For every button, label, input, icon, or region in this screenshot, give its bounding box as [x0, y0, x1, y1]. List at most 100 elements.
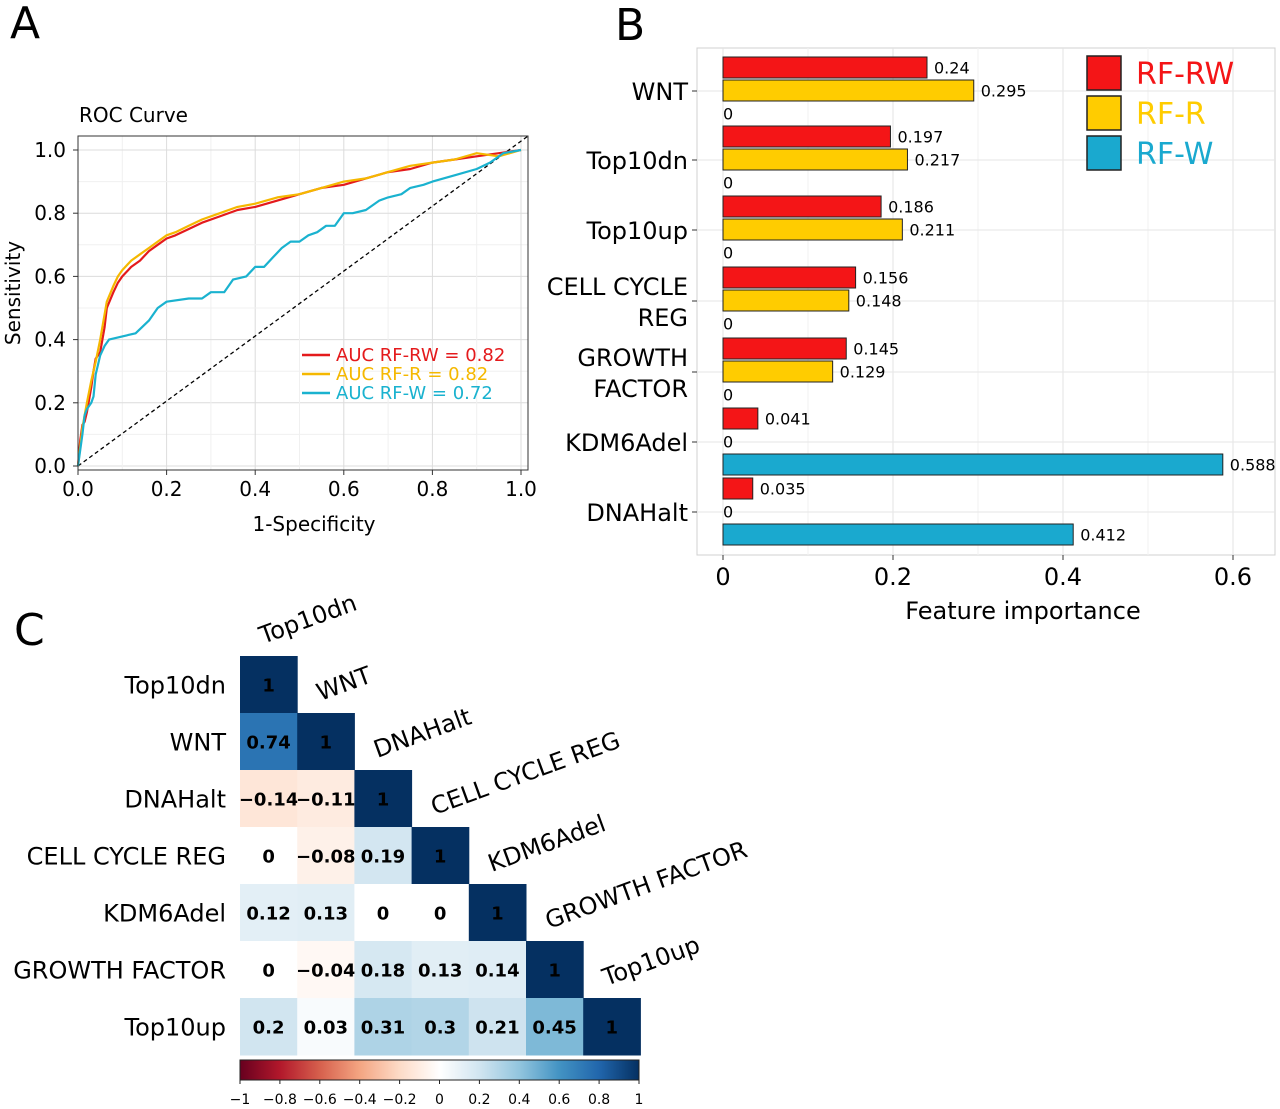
heatmap-cell — [526, 941, 584, 999]
fi-bar-value-label: 0.588 — [1230, 456, 1276, 475]
colorbar — [239, 1059, 640, 1081]
fi-bar-value-label: 0.145 — [853, 340, 899, 359]
heatmap-cell-value: 0.74 — [246, 733, 290, 754]
heatmap-cell — [468, 941, 527, 999]
heatmap-column-label: Top10dn — [255, 589, 361, 650]
roc-y-tick-label: 1.0 — [34, 138, 66, 162]
heatmap-cell — [240, 770, 298, 828]
fi-bar-value-label: 0 — [723, 244, 733, 263]
heatmap-cell-value: 1 — [434, 847, 447, 868]
fi-legend-swatch — [1086, 95, 1122, 131]
heatmap-cell-value: 1 — [548, 961, 561, 982]
heatmap-column-label: Top10up — [598, 931, 704, 992]
heatmap-column-label: CELL CYCLE REG — [427, 726, 624, 820]
heatmap-row-label: GROWTH FACTOR — [13, 957, 226, 985]
fi-x-tick-label: 0.4 — [1044, 563, 1082, 591]
roc-y-tick-label: 0.8 — [34, 201, 66, 225]
fi-category-label: DNAHalt — [586, 499, 688, 527]
roc-y-tick-label: 0.6 — [34, 264, 66, 288]
roc-panel: 0.0 0.2 0.4 0.6 0.8 1.0 0.0 0.2 0.4 0.6 0.8 1.0 ROC … — [1, 103, 537, 536]
roc-title: ROC Curve — [79, 103, 188, 127]
heatmap-cell — [411, 884, 470, 942]
roc-x-tick-label: 0.4 — [239, 477, 271, 501]
fi-bar-value-label: 0.412 — [1080, 526, 1126, 545]
fi-bar-value-label: 0.156 — [863, 269, 909, 288]
heatmap-cell-value: 0 — [434, 904, 447, 925]
heatmap-cell — [297, 827, 355, 885]
colorbar-tick-label: −0.6 — [303, 1092, 337, 1108]
fi-bar — [722, 289, 850, 312]
fi-category-label: KDM6Adel — [565, 429, 688, 457]
fi-legend-label: RF-RW — [1136, 57, 1234, 92]
heatmap-cell — [468, 998, 527, 1056]
roc-series-line — [76, 148, 522, 467]
roc-series-line — [76, 148, 522, 467]
fi-bar-value-label: 0 — [723, 433, 733, 452]
heatmap-cell — [297, 713, 355, 771]
fi-bar — [722, 218, 903, 241]
feature-importance-panel: 0.24 0.295 0 WNT 0.197 0.217 0 Top10dn 0.186 0.21… — [547, 47, 1276, 625]
panel-label-a: A — [10, 0, 40, 49]
colorbar-tick-label: 0.6 — [548, 1092, 570, 1108]
roc-legend-label: AUC RF-RW = 0.82 — [336, 345, 505, 366]
fi-x-tick-label: 0 — [715, 563, 730, 591]
heatmap-cell-value: 0.14 — [475, 961, 519, 982]
heatmap-cell-value: −0.08 — [296, 847, 356, 868]
fi-bar — [722, 477, 754, 500]
fi-bar — [722, 523, 1074, 546]
heatmap-cell-value: 0 — [377, 904, 390, 925]
heatmap-cell-value: 1 — [377, 790, 390, 811]
fi-bar — [722, 125, 891, 148]
heatmap-cell — [411, 941, 470, 999]
fi-legend-label: RF-R — [1136, 97, 1206, 132]
heatmap-cell-value: 0.13 — [418, 961, 462, 982]
fi-category-label: GROWTH — [577, 344, 688, 372]
colorbar-tick-label: −1 — [230, 1092, 251, 1108]
fi-bar — [722, 79, 975, 102]
fi-bar-value-label: 0.24 — [934, 59, 970, 78]
fi-x-tick-label: 0.2 — [874, 563, 912, 591]
heatmap-cell — [240, 656, 298, 714]
heatmap-cell — [354, 770, 413, 828]
heatmap-cell-value: 0.12 — [246, 904, 290, 925]
colorbar-tick-label: −0.2 — [383, 1092, 417, 1108]
heatmap-cell — [354, 884, 413, 942]
heatmap-cell — [297, 998, 355, 1056]
roc-x-tick-label: 0.0 — [62, 477, 94, 501]
heatmap-cell — [354, 941, 413, 999]
heatmap-cell — [583, 998, 641, 1056]
roc-chance-line — [77, 135, 529, 467]
fi-bar-value-label: 0 — [723, 315, 733, 334]
roc-y-tick-label: 0.0 — [34, 454, 66, 478]
correlation-panel: 1 Top10dn 0.74 1 WNT −0.14−0.11 1 DNAHalt 0 −0.08… — [13, 589, 751, 1108]
fi-bar — [722, 266, 857, 289]
heatmap-row-label: DNAHalt — [124, 786, 226, 814]
fi-bar-value-label: 0 — [723, 386, 733, 405]
heatmap-cell-value: 0 — [262, 961, 275, 982]
heatmap-cell-value: 1 — [320, 733, 333, 754]
heatmap-column-label: DNAHalt — [370, 703, 475, 764]
heatmap-cell — [354, 998, 413, 1056]
fi-category-label: FACTOR — [593, 375, 688, 403]
heatmap-cell-value: 1 — [262, 676, 275, 697]
fi-legend-label: RF-W — [1136, 137, 1213, 172]
fi-bar-value-label: 0.211 — [909, 221, 955, 240]
fi-category-label: WNT — [632, 78, 689, 106]
fi-bar — [722, 148, 908, 171]
fi-legend-swatch — [1086, 55, 1122, 91]
roc-x-axis-label: 1-Specificity — [252, 512, 375, 536]
fi-category-label: REG — [638, 304, 688, 332]
heatmap-column-label: GROWTH FACTOR — [541, 836, 751, 935]
panel-label-b: B — [615, 0, 645, 51]
roc-legend-label: AUC RF-R = 0.82 — [336, 364, 488, 385]
fi-bar — [722, 195, 882, 218]
roc-x-tick-label: 0.8 — [416, 477, 448, 501]
heatmap-row-label: Top10dn — [124, 672, 226, 700]
fi-bar — [722, 360, 834, 383]
roc-legend-label: AUC RF-W = 0.72 — [336, 383, 493, 404]
heatmap-cell-value: −0.11 — [296, 790, 356, 811]
heatmap-cell-value: 0.18 — [361, 961, 405, 982]
heatmap-cell — [526, 998, 584, 1056]
fi-bar-value-label: 0.217 — [914, 151, 960, 170]
